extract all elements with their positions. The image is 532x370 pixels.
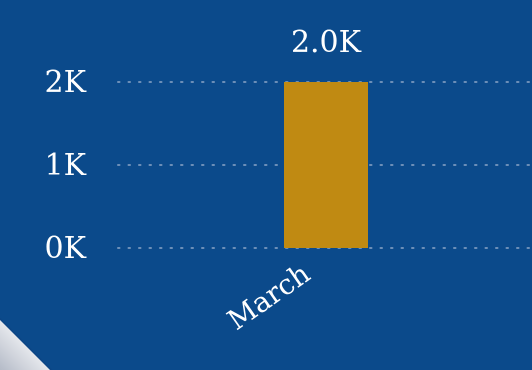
bar-march	[284, 82, 368, 248]
bar-value-label: 2.0K	[291, 25, 362, 60]
bars	[284, 82, 368, 248]
y-axis-ticks: 0K 1K 2K	[45, 65, 87, 266]
y-tick-label: 1K	[45, 148, 87, 183]
x-category-label: March	[221, 257, 316, 337]
data-labels: 2.0K	[291, 25, 362, 60]
y-tick-label: 0K	[45, 231, 87, 266]
page-curl-shadow	[0, 318, 60, 370]
y-tick-label: 2K	[45, 65, 87, 100]
x-axis-labels: March	[221, 257, 316, 337]
